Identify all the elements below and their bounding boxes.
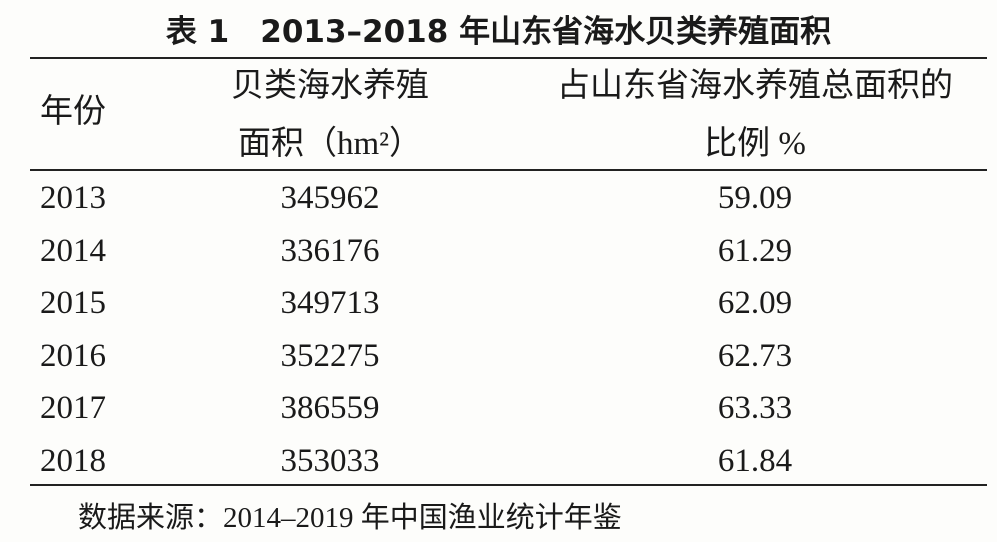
- table-cell: 2014: [40, 232, 106, 269]
- top-rule: [30, 57, 987, 59]
- table-cell: 349713: [280, 285, 380, 321]
- table-cell: 2013: [40, 180, 106, 216]
- table-cell: 2015: [40, 285, 106, 321]
- table-title: 表 1 2013–2018 年山东省海水贝类养殖面积: [165, 14, 832, 50]
- table-cell: 59.09: [717, 180, 793, 216]
- source-note: 数据来源：2014–2019 年中国渔业统计年鉴: [78, 502, 622, 534]
- table-cell: 61.84: [717, 442, 793, 479]
- table-cell: 386559: [280, 390, 380, 426]
- bottom-rule: [30, 484, 987, 486]
- table-cell: 61.29: [717, 232, 793, 269]
- table-cell: 353033: [280, 442, 380, 479]
- header-cell: 年份: [40, 94, 106, 130]
- table-cell: 62.73: [717, 337, 793, 374]
- table-cell: 62.09: [717, 285, 793, 321]
- table-cell: 345962: [280, 180, 380, 216]
- table-cell: 63.33: [717, 390, 793, 426]
- header-rule: [30, 169, 987, 171]
- header-cell: 面积（hm²）: [237, 126, 423, 162]
- table-cell: 336176: [280, 232, 380, 269]
- header-cell: 比例 %: [704, 126, 806, 162]
- table-cell: 2016: [40, 337, 106, 374]
- table-cell: 2017: [40, 390, 106, 426]
- table-cell: 352275: [280, 337, 380, 374]
- header-cell: 贝类海水养殖: [231, 68, 429, 104]
- header-cell: 占山东省海水养殖总面积的: [557, 68, 953, 104]
- table-cell: 2018: [40, 442, 106, 479]
